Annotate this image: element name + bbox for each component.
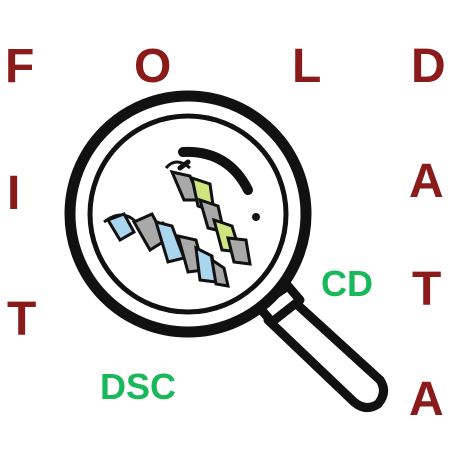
lens-glare <box>178 146 253 195</box>
dsc-label: DSC <box>100 366 177 407</box>
helix-blue <box>103 212 230 288</box>
lens-dot <box>252 213 260 221</box>
letter-f: F <box>5 40 35 93</box>
helix-green <box>164 159 252 266</box>
letter-a-lower: A <box>409 373 444 426</box>
letter-a-upper: A <box>409 155 444 208</box>
letter-t-right: T <box>412 263 442 316</box>
letter-o: O <box>134 40 172 93</box>
letter-d: D <box>411 40 446 93</box>
letter-i: I <box>7 167 21 220</box>
cd-label: CD <box>321 263 373 304</box>
letter-t-left: T <box>7 293 37 346</box>
magnifier-handle <box>253 281 388 412</box>
letter-l: L <box>292 40 322 93</box>
